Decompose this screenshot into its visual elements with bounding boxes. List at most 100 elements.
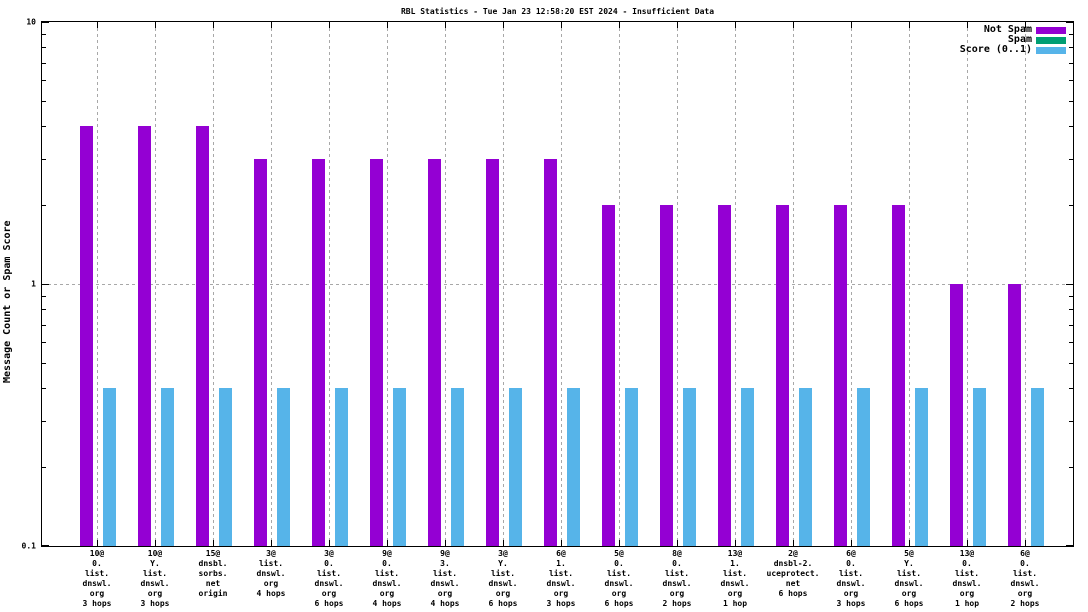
x-tick-top	[793, 22, 794, 28]
y-gridline	[42, 284, 1073, 285]
x-tick-bottom	[213, 540, 214, 546]
legend-color-swatch	[1036, 46, 1066, 54]
x-tick-bottom	[909, 540, 910, 546]
x-tick-top	[677, 22, 678, 28]
x-gridline	[387, 22, 388, 546]
bar-score	[567, 388, 580, 546]
y-tick-label: 10	[26, 17, 36, 27]
x-tick-bottom	[329, 540, 330, 546]
x-tick-top	[503, 22, 504, 28]
y-tick-minor	[42, 420, 46, 422]
bar-score	[741, 388, 754, 546]
bar-not-spam	[80, 126, 93, 546]
y-tick-minor	[1069, 309, 1073, 311]
x-tick-bottom	[561, 540, 562, 546]
y-tick-major	[42, 545, 49, 546]
x-tick-bottom	[97, 540, 98, 546]
x-tick-top	[387, 22, 388, 28]
legend-item: Spam	[960, 35, 1066, 45]
x-gridline	[735, 22, 736, 546]
y-tick-minor	[42, 47, 46, 49]
x-tick-label: 8@ 0. list. dnswl. org 2 hops	[662, 549, 692, 608]
y-tick-minor	[1069, 388, 1073, 390]
x-gridline	[677, 22, 678, 546]
x-tick-top	[445, 22, 446, 28]
bar-score	[219, 388, 232, 546]
x-tick-label: 3@ Y. list. dnswl. org 6 hops	[488, 549, 518, 608]
bar-score	[799, 388, 812, 546]
x-tick-bottom	[271, 540, 272, 546]
bar-not-spam	[428, 158, 441, 546]
x-tick-top	[851, 22, 852, 28]
bar-score	[161, 388, 174, 546]
y-tick-minor	[1069, 33, 1073, 35]
legend-item-label: Not Spam	[983, 24, 1032, 35]
bar-not-spam	[950, 284, 963, 546]
bar-not-spam	[602, 205, 615, 546]
x-gridline	[503, 22, 504, 546]
x-tick-top	[967, 22, 968, 28]
x-gridline	[793, 22, 794, 546]
x-tick-bottom	[851, 540, 852, 546]
y-tick-minor	[1069, 126, 1073, 128]
chart-title: RBL Statistics - Tue Jan 23 12:58:20 EST…	[400, 7, 715, 16]
y-tick-minor	[42, 324, 46, 326]
x-tick-label: 5@ 0. list. dnswl. org 6 hops	[604, 549, 634, 608]
bar-score	[1031, 388, 1044, 546]
bar-score	[277, 388, 290, 546]
x-tick-label: 3@ 0. list. dnswl. org 6 hops	[314, 549, 344, 608]
legend-item: Score (0..1)	[960, 45, 1066, 55]
y-tick-minor	[42, 205, 46, 207]
y-tick-minor	[1069, 324, 1073, 326]
legend-item-label: Spam	[1007, 34, 1032, 45]
bar-score	[625, 388, 638, 546]
x-tick-label: 13@ 1. list. dnswl. org 1 hop	[720, 549, 750, 608]
x-tick-label: 10@ Y. list. dnswl. org 3 hops	[140, 549, 170, 608]
x-gridline	[445, 22, 446, 546]
bar-not-spam	[486, 158, 499, 546]
x-tick-bottom	[155, 540, 156, 546]
x-tick-label: 9@ 0. list. dnswl. org 4 hops	[372, 549, 402, 608]
y-tick-label: 1	[31, 279, 36, 289]
x-tick-top	[735, 22, 736, 28]
bar-score	[973, 388, 986, 546]
bar-not-spam	[370, 158, 383, 546]
bar-not-spam	[138, 126, 151, 546]
y-tick-minor	[42, 342, 46, 344]
legend-item: Not Spam	[960, 25, 1066, 35]
y-tick-minor	[1069, 295, 1073, 297]
x-tick-bottom	[619, 540, 620, 546]
x-tick-top	[271, 22, 272, 28]
y-tick-minor	[1069, 420, 1073, 422]
x-tick-label: 15@ dnsbl. sorbs. net origin	[198, 549, 228, 598]
x-tick-bottom	[793, 540, 794, 546]
x-tick-bottom	[967, 540, 968, 546]
x-gridline	[1025, 22, 1026, 546]
x-tick-label: 6@ 1. list. dnswl. org 3 hops	[546, 549, 576, 608]
bar-not-spam	[254, 158, 267, 546]
bar-score	[509, 388, 522, 546]
y-axis-label: Message Count or Spam Score	[2, 220, 13, 384]
y-tick-minor	[42, 309, 46, 311]
bar-not-spam	[776, 205, 789, 546]
bar-score	[103, 388, 116, 546]
x-tick-label: 10@ 0. list. dnswl. org 3 hops	[82, 549, 112, 608]
y-tick-label: 0.1	[21, 541, 36, 551]
legend: Not Spam Spam Score (0..1)	[960, 25, 1066, 55]
y-tick-minor	[1069, 158, 1073, 160]
x-tick-label: 5@ Y. list. dnswl. org 6 hops	[894, 549, 924, 608]
y-tick-minor	[42, 388, 46, 390]
x-tick-top	[329, 22, 330, 28]
x-gridline	[329, 22, 330, 546]
x-tick-top	[561, 22, 562, 28]
x-gridline	[909, 22, 910, 546]
bar-not-spam	[1008, 284, 1021, 546]
y-tick-major	[42, 22, 49, 23]
y-tick-minor	[1069, 80, 1073, 82]
x-tick-bottom	[503, 540, 504, 546]
bar-score	[451, 388, 464, 546]
y-tick-minor	[42, 126, 46, 128]
y-tick-minor	[42, 295, 46, 297]
x-gridline	[213, 22, 214, 546]
